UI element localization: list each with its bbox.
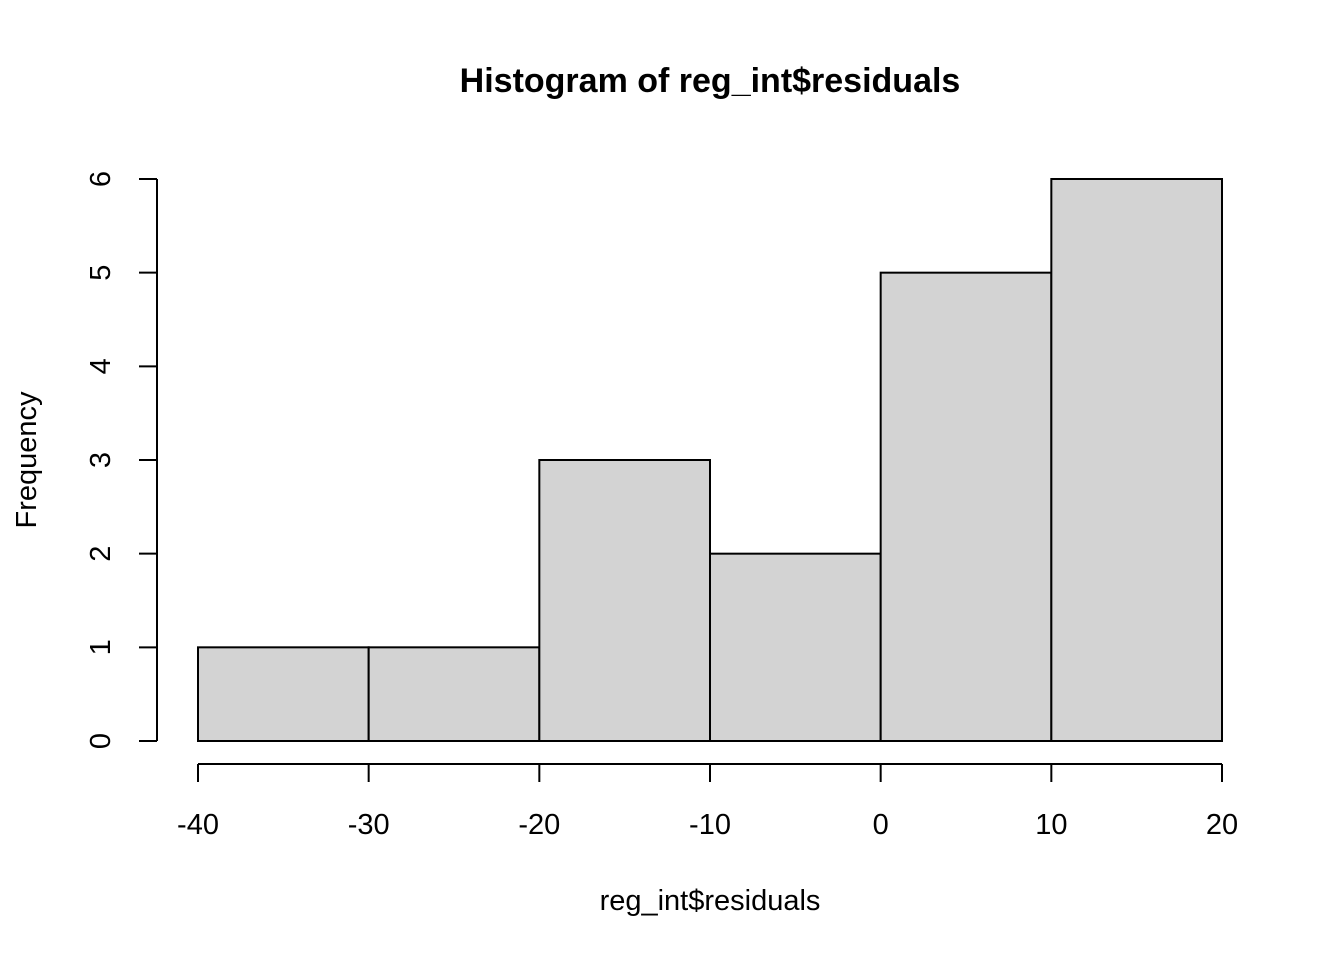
- chart-title: Histogram of reg_int$residuals: [460, 62, 961, 100]
- x-axis-label: reg_int$residuals: [600, 885, 821, 917]
- histogram-bar-3: [709, 552, 882, 743]
- x-tick-label-0: -40: [177, 809, 219, 841]
- y-axis-label: Frequency: [11, 391, 43, 529]
- histogram-bar-4: [879, 271, 1053, 742]
- y-tick-label-1: 1: [85, 639, 117, 655]
- y-tick-label-2: 2: [85, 546, 117, 562]
- y-tick-label-4: 4: [85, 358, 117, 374]
- x-tick-label-3: -10: [689, 809, 731, 841]
- x-tick-label-4: 0: [873, 809, 889, 841]
- histogram-bar-5: [1050, 178, 1224, 742]
- y-tick-label-5: 5: [85, 265, 117, 281]
- x-tick-label-5: 10: [1035, 809, 1067, 841]
- x-tick-label-1: -30: [348, 809, 390, 841]
- x-axis: -40 -30 -20 -10 0 10 20: [177, 763, 1238, 841]
- bars-group: [197, 178, 1224, 743]
- histogram-bar-2: [538, 459, 711, 742]
- x-tick-label-2: -20: [518, 809, 560, 841]
- y-axis: 0 1 2 3 4 5 6: [85, 171, 158, 749]
- x-tick-label-6: 20: [1206, 809, 1238, 841]
- y-tick-label-3: 3: [85, 452, 117, 468]
- y-tick-label-6: 6: [85, 171, 117, 187]
- y-tick-label-0: 0: [85, 733, 117, 749]
- histogram-bar-0: [197, 646, 370, 742]
- histogram-bar-1: [367, 646, 541, 742]
